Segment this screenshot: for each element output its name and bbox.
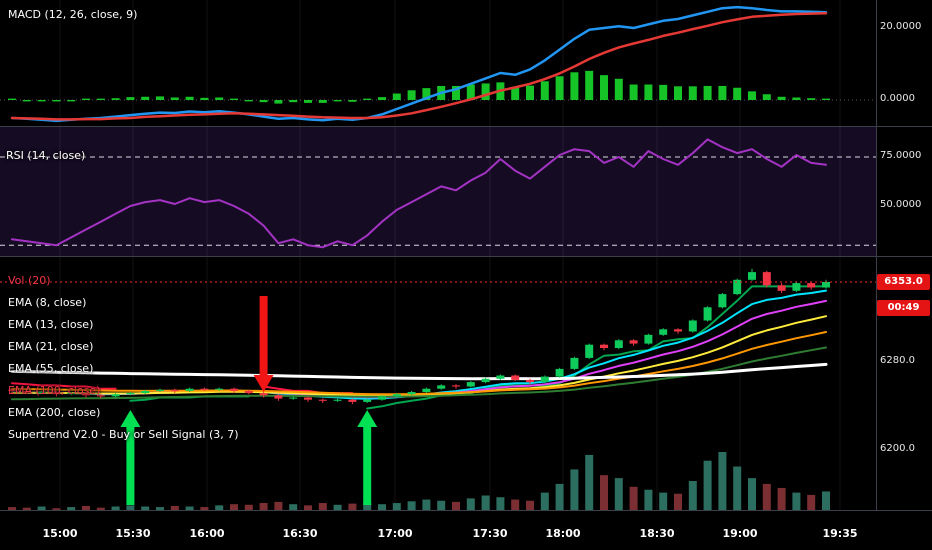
- time-axis-label: 19:00: [722, 527, 758, 540]
- indicator-label[interactable]: EMA (21, close): [8, 340, 94, 353]
- candlestick-series: [8, 268, 830, 405]
- sell-arrow-shaft[interactable]: [259, 296, 268, 375]
- panel-separator[interactable]: [0, 510, 932, 511]
- indicator-label[interactable]: EMA (100, close): [8, 384, 101, 397]
- macd-axis-label: 20.0000: [880, 21, 922, 32]
- buy-arrow-shaft[interactable]: [126, 427, 135, 505]
- time-axis-label: 19:35: [822, 527, 858, 540]
- macd-panel[interactable]: [0, 0, 876, 126]
- grid-lines: [59, 0, 841, 126]
- ema-21-line[interactable]: [11, 315, 827, 397]
- rsi-chart[interactable]: [0, 127, 876, 256]
- indicator-label[interactable]: EMA (55, close): [8, 362, 94, 375]
- macd-axis-label: 0.0000: [880, 93, 915, 104]
- volume-bars: [8, 452, 830, 510]
- indicator-label[interactable]: EMA (13, close): [8, 318, 94, 331]
- macd-chart[interactable]: [0, 0, 876, 126]
- grid-lines: [59, 127, 841, 256]
- ema-8-line[interactable]: [11, 289, 827, 400]
- indicator-label[interactable]: Supertrend V2.0 - Buy or Sell Signal (3,…: [8, 428, 239, 441]
- macd-indicator-label[interactable]: MACD (12, 26, close, 9): [8, 8, 138, 21]
- rsi-axis-label: 50.0000: [880, 199, 922, 210]
- price-chart[interactable]: [0, 257, 876, 511]
- indicator-label[interactable]: EMA (8, close): [8, 296, 87, 309]
- buy-arrow-shaft[interactable]: [363, 427, 372, 505]
- buy-arrow[interactable]: [120, 410, 141, 427]
- time-axis-label: 15:00: [42, 527, 78, 540]
- macd-line[interactable]: [10, 5, 828, 123]
- time-axis-label: 18:00: [545, 527, 581, 540]
- ema-200-line[interactable]: [10, 362, 828, 381]
- supertrend-line[interactable]: [11, 382, 117, 390]
- countdown-badge: 00:49: [877, 300, 930, 316]
- time-axis-label: 16:30: [282, 527, 318, 540]
- macd-histogram: [8, 70, 830, 104]
- price-axis-label: 6200.0: [880, 443, 915, 455]
- ema-55-line[interactable]: [11, 331, 827, 396]
- rsi-panel[interactable]: [0, 127, 876, 256]
- sell-arrow[interactable]: [253, 375, 274, 392]
- buy-arrow[interactable]: [357, 410, 378, 427]
- price-axis-label: 6280.0: [880, 355, 915, 367]
- price-scale-axis[interactable]: [876, 0, 932, 511]
- rsi-line[interactable]: [11, 138, 827, 249]
- rsi-axis-label: 75.0000: [880, 150, 922, 161]
- time-axis-label: 15:30: [115, 527, 151, 540]
- price-panel[interactable]: [0, 257, 876, 511]
- time-axis[interactable]: [0, 511, 932, 550]
- time-axis-label: 17:30: [472, 527, 508, 540]
- rsi-indicator-label[interactable]: RSI (14, close): [6, 149, 86, 162]
- time-axis-label: 17:00: [377, 527, 413, 540]
- indicator-label[interactable]: EMA (200, close): [8, 406, 101, 419]
- panel-separator[interactable]: [0, 126, 932, 127]
- panel-separator[interactable]: [0, 256, 932, 257]
- current-price-badge: 6353.0: [877, 274, 930, 290]
- macd-signal-line[interactable]: [10, 11, 828, 121]
- time-axis-label: 16:00: [189, 527, 225, 540]
- indicator-label[interactable]: Vol (20): [8, 274, 51, 287]
- time-axis-label: 18:30: [639, 527, 675, 540]
- axis-separator: [876, 0, 877, 511]
